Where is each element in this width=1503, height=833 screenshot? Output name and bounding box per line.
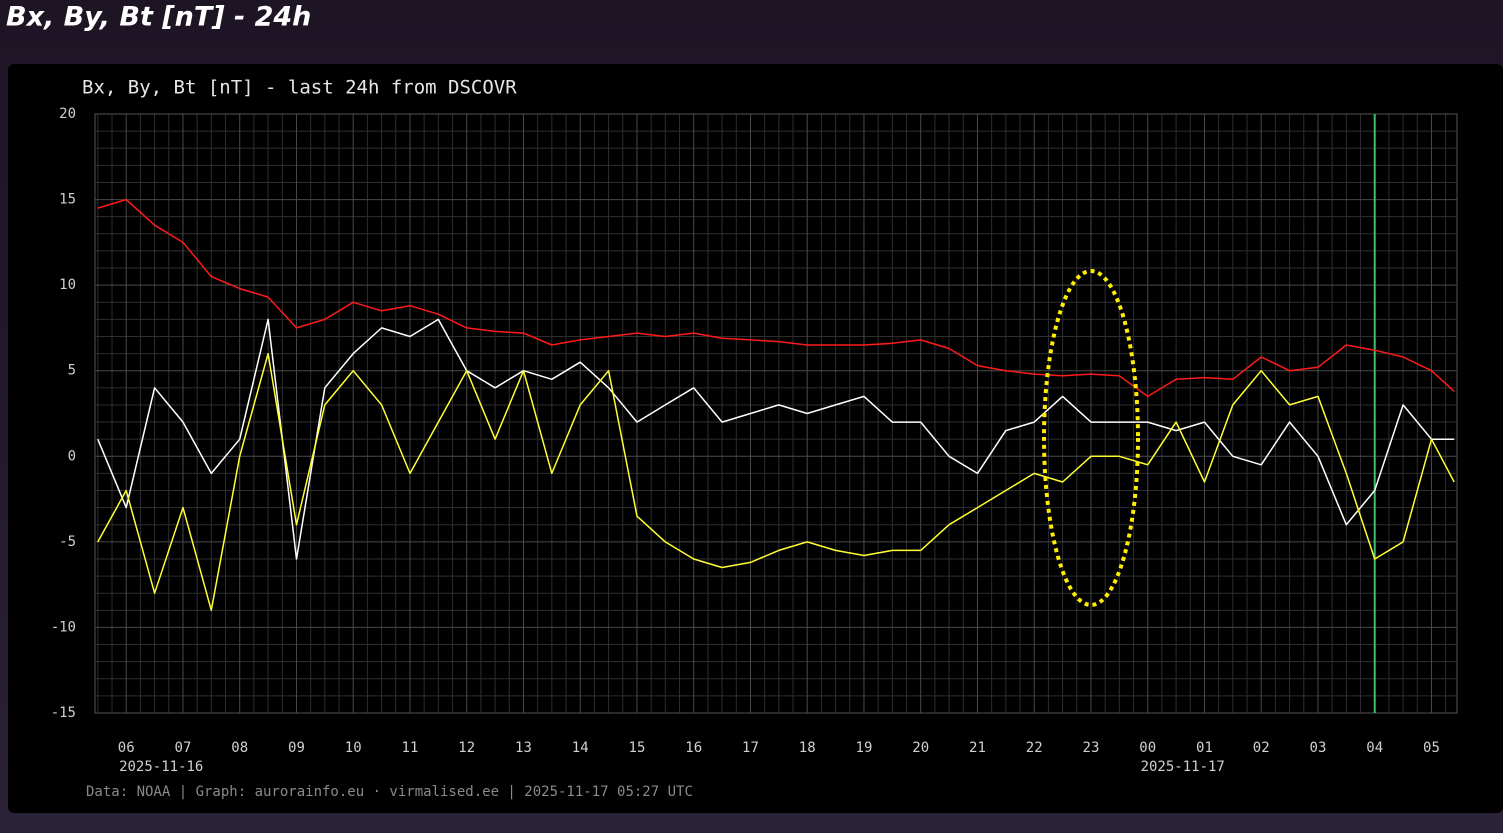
x-tick-label: 21 bbox=[969, 740, 986, 756]
x-tick-label: 07 bbox=[175, 740, 192, 756]
x-tick-label: 02 bbox=[1253, 740, 1270, 756]
x-tick-label: 05 bbox=[1423, 740, 1440, 756]
x-tick-label: 04 bbox=[1366, 740, 1383, 756]
series-line bbox=[97, 318, 1455, 560]
x-tick-label: 14 bbox=[572, 740, 589, 756]
date-label: 2025-11-17 bbox=[1141, 759, 1225, 775]
x-tick-label: 15 bbox=[629, 740, 646, 756]
x-tick-label: 08 bbox=[231, 740, 248, 756]
date-label: 2025-11-16 bbox=[119, 759, 203, 775]
highlight-ellipse bbox=[1042, 269, 1140, 607]
y-tick-label: -5 bbox=[59, 534, 76, 550]
plot-frame bbox=[94, 113, 1458, 714]
chart-footer: Data: NOAA | Graph: aurorainfo.eu · virm… bbox=[86, 784, 693, 800]
grid bbox=[95, 113, 1457, 714]
series-line bbox=[97, 198, 1455, 398]
x-tick-label: 03 bbox=[1310, 740, 1327, 756]
y-tick-label: 20 bbox=[59, 106, 76, 122]
x-tick-label: 17 bbox=[742, 740, 759, 756]
x-tick-label: 20 bbox=[912, 740, 929, 756]
x-tick-label: 13 bbox=[515, 740, 532, 756]
y-tick-label: 5 bbox=[68, 363, 76, 379]
y-tick-label: 15 bbox=[59, 192, 76, 208]
x-tick-label: 01 bbox=[1196, 740, 1213, 756]
x-tick-label: 23 bbox=[1083, 740, 1100, 756]
x-tick-label: 12 bbox=[458, 740, 475, 756]
y-tick-label: -10 bbox=[51, 619, 76, 635]
x-tick-label: 10 bbox=[345, 740, 362, 756]
x-tick-label: 09 bbox=[288, 740, 305, 756]
y-tick-label: -15 bbox=[51, 705, 76, 721]
series-line bbox=[97, 352, 1455, 612]
chart: Bx, By, Bt [nT] - last 24h from DSCOVR D… bbox=[51, 77, 1458, 800]
page-title: Bx, By, Bt [nT] - 24h bbox=[6, 2, 311, 33]
y-tick-label: 10 bbox=[59, 277, 76, 293]
y-tick-label: 0 bbox=[68, 448, 76, 464]
x-tick-label: 06 bbox=[118, 740, 135, 756]
x-tick-label: 00 bbox=[1139, 740, 1156, 756]
x-tick-label: 18 bbox=[799, 740, 816, 756]
chart-title: Bx, By, Bt [nT] - last 24h from DSCOVR bbox=[82, 77, 517, 99]
x-tick-label: 19 bbox=[856, 740, 873, 756]
x-tick-label: 11 bbox=[402, 740, 419, 756]
x-tick-label: 16 bbox=[685, 740, 702, 756]
x-tick-label: 22 bbox=[1026, 740, 1043, 756]
